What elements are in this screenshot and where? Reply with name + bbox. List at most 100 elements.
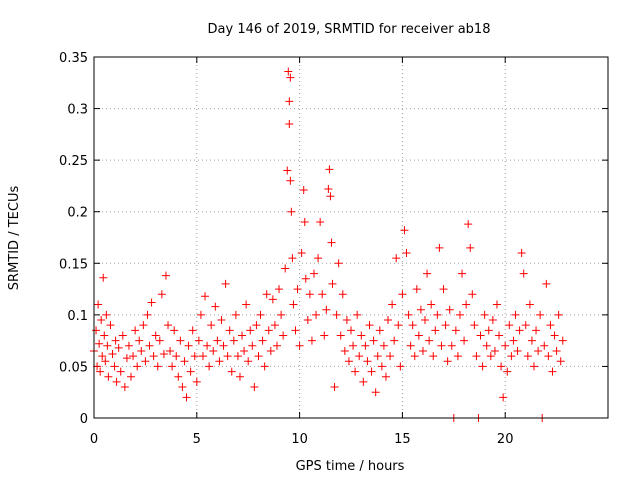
data-point: [291, 326, 300, 335]
data-point: [149, 352, 158, 361]
data-point: [166, 346, 175, 355]
data-point: [293, 285, 302, 294]
data-point: [184, 341, 193, 350]
data-point: [164, 321, 173, 330]
data-point: [519, 269, 528, 278]
data-point: [299, 186, 308, 195]
x-tick-label: 5: [193, 432, 201, 447]
data-point: [186, 367, 195, 376]
data-point: [262, 290, 271, 299]
data-point: [515, 326, 524, 335]
data-point: [289, 300, 298, 309]
data-point: [534, 346, 543, 355]
data-point: [170, 326, 179, 335]
data-point: [264, 326, 273, 335]
data-point: [384, 316, 393, 325]
data-point: [172, 352, 181, 361]
data-point: [517, 248, 526, 257]
data-point: [437, 341, 446, 350]
data-point: [431, 326, 440, 335]
data-point: [279, 331, 288, 340]
data-point: [402, 248, 411, 257]
data-point: [127, 372, 136, 381]
data-point: [327, 238, 336, 247]
data-point: [338, 290, 347, 299]
data-point: [272, 341, 281, 350]
data-point: [102, 310, 111, 319]
data-point: [499, 393, 508, 402]
data-point: [470, 321, 479, 330]
data-point: [155, 336, 164, 345]
data-point: [332, 310, 341, 319]
data-point: [544, 352, 553, 361]
y-tick-label: 0.35: [59, 51, 88, 66]
data-point: [108, 350, 117, 359]
data-point: [297, 248, 306, 257]
data-point: [554, 310, 563, 319]
data-point: [458, 269, 467, 278]
data-point: [371, 388, 380, 397]
plot-frame: [93, 56, 609, 419]
data-point: [305, 290, 314, 299]
data-point: [213, 336, 222, 345]
x-tick-label: 20: [497, 432, 514, 447]
data-point: [359, 377, 368, 386]
data-point: [207, 321, 216, 330]
data-point: [260, 362, 269, 371]
data-point: [472, 352, 481, 361]
data-point: [221, 279, 230, 288]
data-point: [98, 352, 107, 361]
data-point: [361, 341, 370, 350]
data-point: [192, 377, 201, 386]
data-point: [468, 290, 477, 299]
points-layer: [90, 67, 567, 422]
data-point: [233, 352, 242, 361]
data-point: [433, 310, 442, 319]
data-point: [250, 383, 259, 392]
data-point: [178, 383, 187, 392]
data-point: [135, 336, 144, 345]
chart-title: Day 146 of 2019, SRMTID for receiver ab1…: [208, 22, 491, 37]
data-point: [484, 326, 493, 335]
data-point: [176, 336, 185, 345]
data-point: [147, 298, 156, 307]
data-point: [398, 290, 407, 299]
data-point: [159, 350, 168, 359]
data-point: [209, 346, 218, 355]
data-point: [174, 372, 183, 381]
data-point: [254, 352, 263, 361]
data-point: [523, 352, 532, 361]
data-point: [235, 372, 244, 381]
data-point: [322, 305, 331, 314]
data-point: [414, 331, 423, 340]
data-point: [353, 310, 362, 319]
data-point: [330, 383, 339, 392]
data-point: [114, 343, 123, 352]
data-point: [418, 346, 427, 355]
data-point: [529, 362, 538, 371]
data-point: [103, 341, 112, 350]
y-tick-label: 0.2: [67, 206, 88, 221]
data-point: [441, 321, 450, 330]
data-point: [363, 357, 372, 366]
data-point: [379, 341, 388, 350]
data-point: [190, 352, 199, 361]
data-point: [312, 310, 321, 319]
data-point: [242, 300, 251, 309]
data-point: [188, 326, 197, 335]
data-point: [492, 300, 501, 309]
data-point: [443, 357, 452, 366]
data-point: [550, 331, 559, 340]
data-point: [507, 352, 516, 361]
data-point: [266, 346, 275, 355]
data-point: [284, 67, 293, 76]
data-point: [215, 357, 224, 366]
data-point: [511, 310, 520, 319]
data-point: [552, 346, 561, 355]
data-point: [455, 310, 464, 319]
data-point: [373, 352, 382, 361]
data-point: [231, 310, 240, 319]
x-axis-label: GPS time / hours: [296, 459, 405, 474]
data-point: [99, 273, 108, 282]
